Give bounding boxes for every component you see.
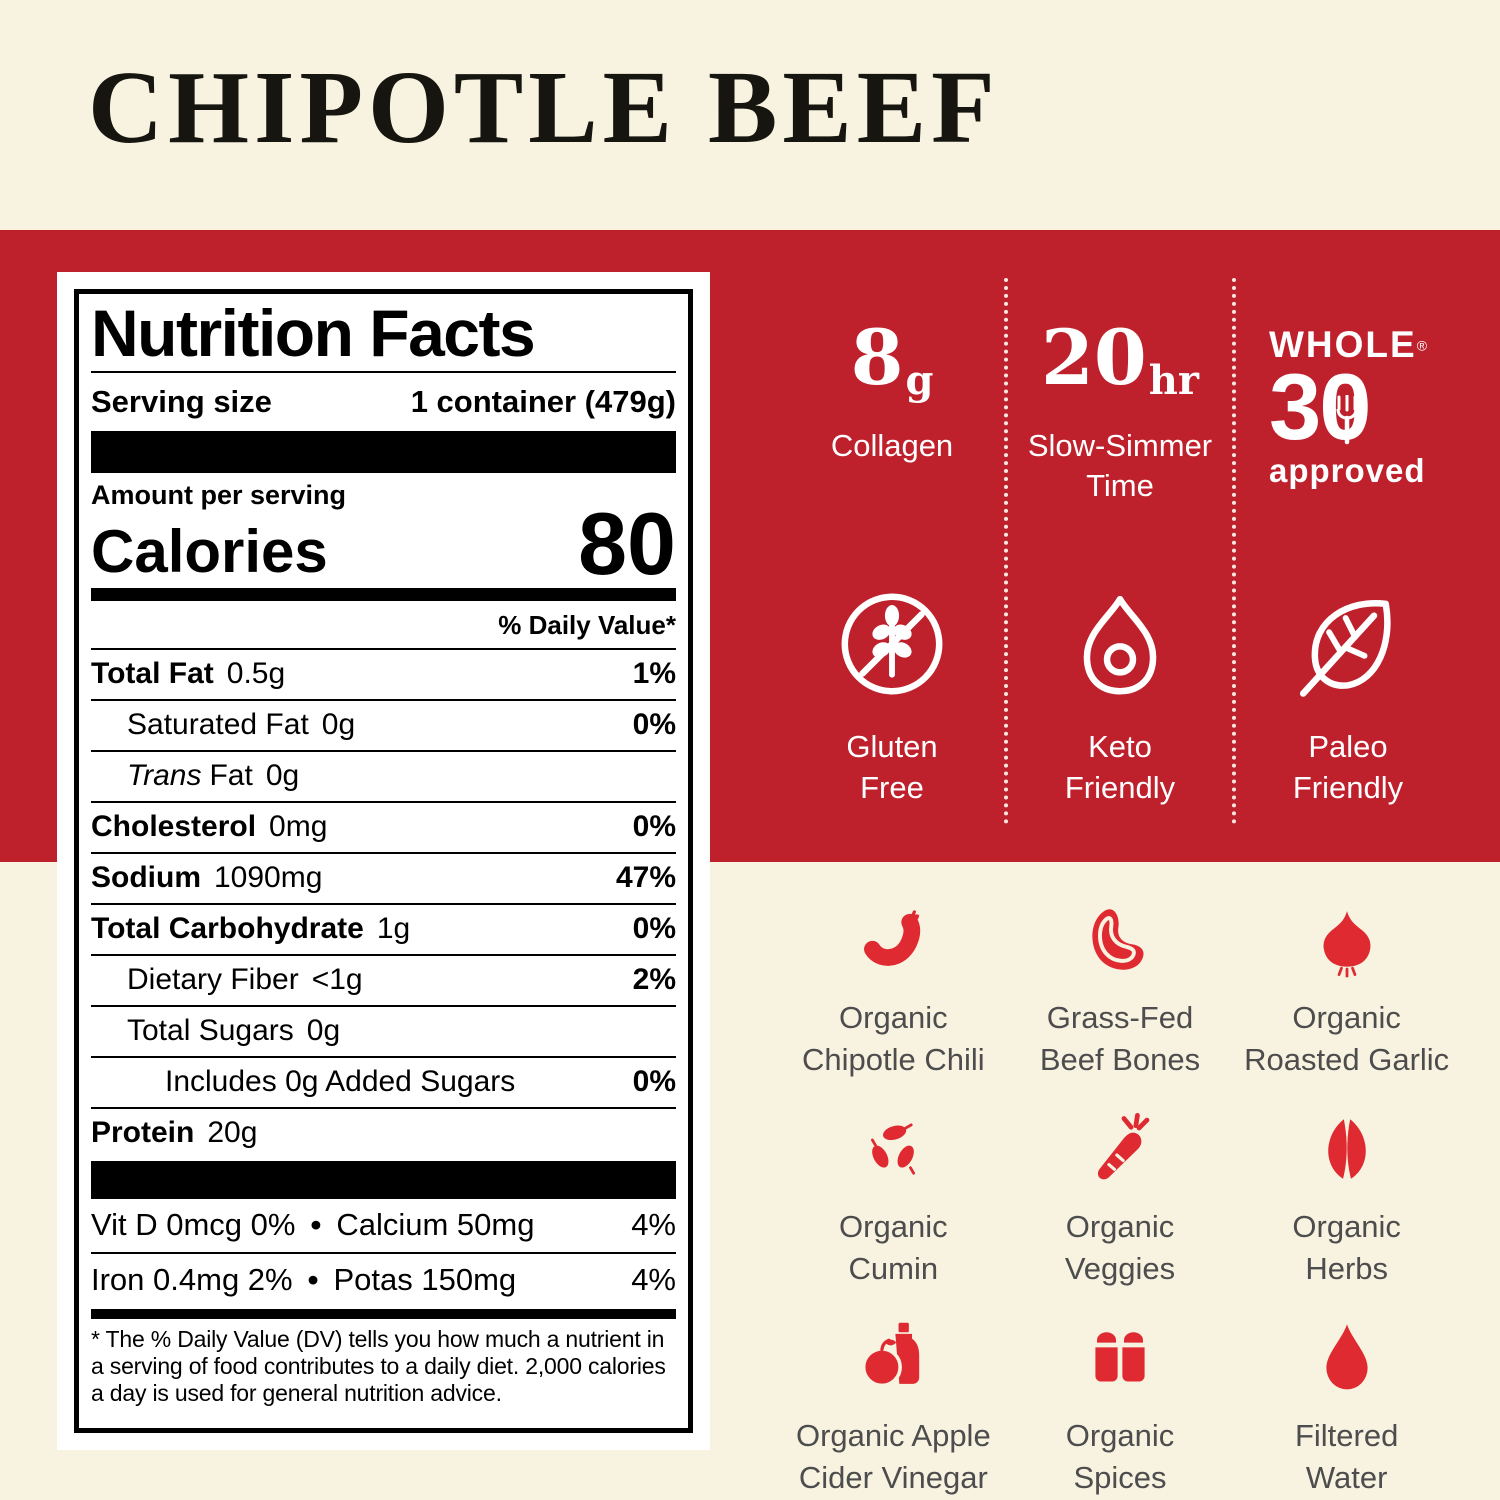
serving-size-label: Serving size: [91, 384, 272, 420]
ingredient-spices: Organic Spices: [1007, 1290, 1234, 1499]
garlic-icon: [1323, 911, 1371, 978]
micros-row-iron-potassium: Iron 0.4mg 2% • Potas 150mg 4%: [91, 1251, 676, 1307]
simmer-value: 20: [1041, 313, 1147, 402]
simmer-unit: hr: [1148, 357, 1199, 404]
feature-column-simmer: 20hr Slow-Simmer Time Keto Friendly: [1008, 278, 1236, 824]
serving-size-row: Serving size 1 container (479g): [91, 373, 676, 431]
ingredients-grid: Organic Chipotle Chili Grass-Fed Beef Bo…: [780, 872, 1460, 1499]
daily-value-header: % Daily Value*: [498, 609, 676, 640]
nutrition-facts-border: Nutrition Facts Serving size 1 container…: [74, 289, 693, 1433]
collagen-label: Collagen: [830, 428, 954, 463]
ingredient-cumin: Organic Cumin: [780, 1081, 1007, 1290]
daily-value-footnote: * The % Daily Value (DV) tells you how m…: [91, 1325, 666, 1406]
ingredient-veggies: Organic Veggies: [1007, 1081, 1234, 1290]
nutrient-row-total-carbohydrate: Total Carbohydrate 1g 0%: [91, 902, 676, 954]
amount-per-serving-label: Amount per serving: [91, 480, 347, 511]
nutrient-row-total-sugars: Total Sugars 0g: [91, 1004, 676, 1056]
avocado-icon: [1083, 595, 1157, 695]
divider-bar-medium: [91, 587, 676, 601]
gluten-free-badge: Gluten Free: [833, 585, 951, 809]
product-title: CHIPOTLE BEEF: [88, 50, 1000, 165]
calories-value: 80: [578, 494, 676, 594]
nutrition-facts-title: Nutrition Facts: [91, 297, 676, 374]
cumin-seeds-icon: [871, 1123, 916, 1175]
water-drop-icon: [1326, 1324, 1368, 1390]
paleo-leaf-icon: [1299, 599, 1391, 697]
feature-column-collagen: 8g Collagen Gluten Free: [780, 278, 1008, 824]
nutrition-facts-label: Nutrition Facts Serving size 1 container…: [57, 272, 710, 1450]
paleo-label: Paleo Friendly: [1292, 729, 1404, 805]
serving-size-value: 1 container (479g): [410, 384, 676, 420]
divider-bar-thick: [91, 431, 676, 474]
divider-bar-medium: [91, 1308, 676, 1319]
ingredient-apple-cider-vinegar: Organic Apple Cider Vinegar: [780, 1290, 1007, 1499]
whole30-fork-icon: [1336, 395, 1358, 445]
herb-leaves-icon: [1327, 1119, 1366, 1179]
nutrient-row-added-sugars: Includes 0g Added Sugars 0%: [91, 1055, 676, 1107]
gluten-free-label: Gluten Free: [846, 729, 938, 805]
spice-shakers-icon: [1095, 1332, 1145, 1382]
whole30-word: WHOLE: [1268, 324, 1417, 365]
paleo-badge: Paleo Friendly: [1289, 585, 1407, 809]
nutrient-row-total-fat: Total Fat 0.5g 1%: [91, 647, 676, 699]
simmer-stat: 20hr Slow-Simmer Time: [1028, 278, 1212, 533]
ingredient-roasted-garlic: Organic Roasted Garlic: [1233, 872, 1460, 1081]
carrot-icon: [1097, 1112, 1150, 1180]
whole30-logo: WHOLE® 30 approved: [1269, 278, 1427, 533]
nutrient-row-sodium: Sodium 1090mg 47%: [91, 851, 676, 903]
divider-bar-thick: [91, 1160, 676, 1199]
keto-label: Keto Friendly: [1064, 729, 1176, 805]
ingredient-herbs: Organic Herbs: [1233, 1081, 1460, 1290]
simmer-label: Slow-Simmer Time: [1027, 428, 1213, 504]
chili-pepper-icon: [864, 910, 921, 966]
feature-column-whole30: WHOLE® 30 approved: [1236, 278, 1460, 824]
collagen-value: 8: [850, 313, 904, 402]
keto-badge: Keto Friendly: [1061, 585, 1179, 809]
calories-row: Calories 80: [91, 494, 676, 594]
feature-columns: 8g Collagen Gluten Free: [780, 278, 1460, 824]
gluten-free-icon: [841, 593, 943, 695]
whole30-approved-text: approved: [1268, 451, 1426, 489]
nutrient-row-cholesterol: Cholesterol 0mg 0%: [91, 800, 676, 852]
nutrient-row-trans-fat: Trans Fat 0g: [91, 749, 676, 801]
steak-icon: [1092, 909, 1144, 970]
ingredient-chipotle-chili: Organic Chipotle Chili: [780, 872, 1007, 1081]
calories-label: Calories: [91, 517, 328, 585]
nutrient-row-saturated-fat: Saturated Fat 0g 0%: [91, 698, 676, 750]
apple-cider-vinegar-icon: [862, 1322, 920, 1388]
micros-row-vitd-calcium: Vit D 0mcg 0% • Calcium 50mg 4%: [91, 1207, 676, 1243]
nutrient-row-dietary-fiber: Dietary Fiber <1g 2%: [91, 953, 676, 1005]
ingredient-beef-bones: Grass-Fed Beef Bones: [1007, 872, 1234, 1081]
nutrient-row-protein: Protein 20g: [91, 1106, 676, 1158]
collagen-unit: g: [905, 357, 934, 404]
whole30-registered-mark: ®: [1416, 337, 1428, 354]
ingredient-filtered-water: Filtered Water: [1233, 1290, 1460, 1499]
collagen-stat: 8g Collagen: [831, 278, 953, 533]
